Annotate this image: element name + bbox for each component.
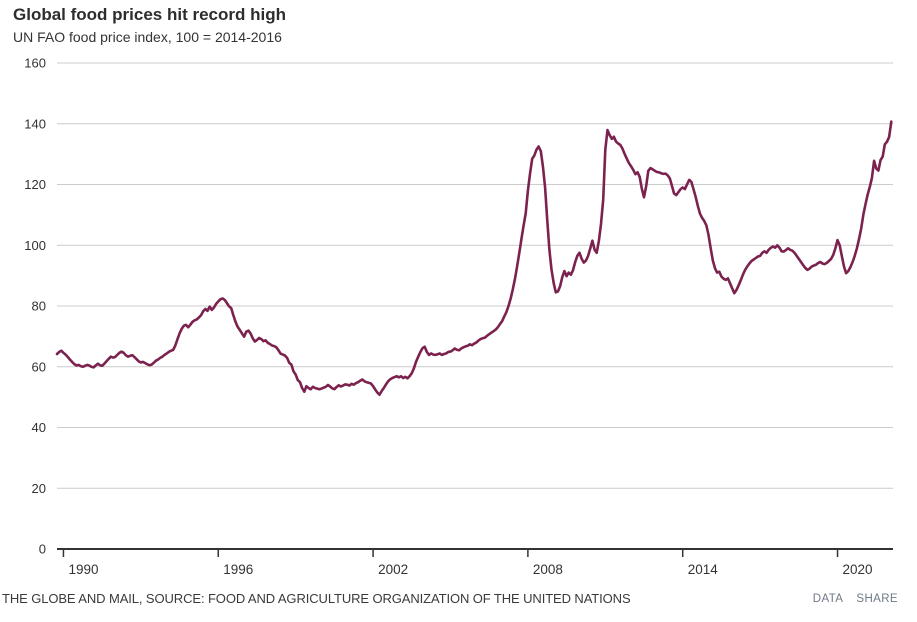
y-axis-label: 60 [32,359,46,374]
y-axis-label: 120 [24,177,46,192]
chart-title: Global food prices hit record high [13,5,286,24]
chart-footer: THE GLOBE AND MAIL, SOURCE: FOOD AND AGR… [0,588,917,614]
y-axis-label: 80 [32,299,46,314]
y-axis-label: 0 [39,542,46,557]
source-credit: THE GLOBE AND MAIL, SOURCE: FOOD AND AGR… [2,591,631,606]
chart-subtitle: UN FAO food price index, 100 = 2014-2016 [13,29,282,45]
footer-links: DATA SHARE [813,593,898,605]
y-axis-label: 20 [32,481,46,496]
x-axis-label: 2002 [378,562,408,577]
x-axis-label: 2008 [533,562,563,577]
y-axis-label: 140 [24,116,46,131]
x-axis-label: 2014 [688,562,719,577]
x-axis-label: 1996 [223,562,253,577]
share-link[interactable]: SHARE [856,593,898,605]
y-axis-label: 100 [24,238,46,253]
food-price-index-line [55,120,893,397]
x-axis-label: 2020 [843,562,873,577]
y-axis-label: 160 [24,56,46,71]
y-axis-label: 40 [32,420,46,435]
x-axis-label: 1990 [68,562,98,577]
data-link[interactable]: DATA [812,593,844,605]
